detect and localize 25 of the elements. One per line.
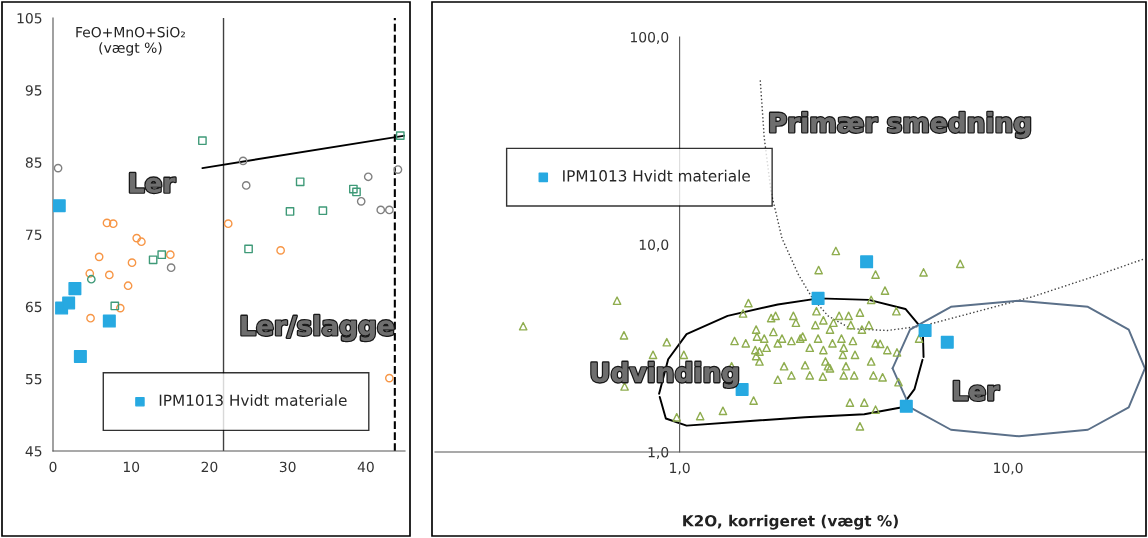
annotation: Ler/slagge bbox=[241, 315, 394, 341]
y-tick-label: 55 bbox=[25, 373, 42, 385]
legend-label: IPM1013 Hvidt materiale bbox=[159, 394, 347, 407]
x-axis-title: K2O, korrigeret (vægt %) bbox=[683, 514, 898, 530]
x-tick-label: 10,0 bbox=[994, 462, 1023, 475]
x-tick-label: 10 bbox=[123, 461, 140, 473]
y-tick-label: 10,0 bbox=[639, 239, 669, 252]
y-tick-label: 85 bbox=[25, 157, 42, 168]
legend-label: IPM1013 Hvidt materiale bbox=[563, 169, 750, 182]
annotation: Ler bbox=[130, 173, 176, 193]
annotation: Primær smedning bbox=[770, 112, 1030, 138]
x-tick-label: 40 bbox=[357, 461, 374, 473]
y-tick-label: 95 bbox=[25, 85, 42, 96]
y-tick-label: 45 bbox=[25, 446, 42, 457]
y-tick-label: 100,0 bbox=[630, 31, 669, 44]
y-tick-label: 65 bbox=[25, 301, 42, 313]
y-tick-label: 1,0 bbox=[648, 446, 669, 459]
x-tick-label: 0 bbox=[49, 461, 57, 473]
x-tick-label: 20 bbox=[201, 461, 218, 473]
annotation: Ler bbox=[953, 381, 1000, 401]
x-tick-label: 1,0 bbox=[670, 462, 690, 475]
y-tick-label: 105 bbox=[17, 12, 42, 24]
y-axis-title: FeO+MnO+SiO₂ (vægt %) bbox=[76, 26, 185, 56]
y-tick-label: 75 bbox=[26, 229, 42, 240]
x-tick-label: 30 bbox=[279, 461, 296, 473]
